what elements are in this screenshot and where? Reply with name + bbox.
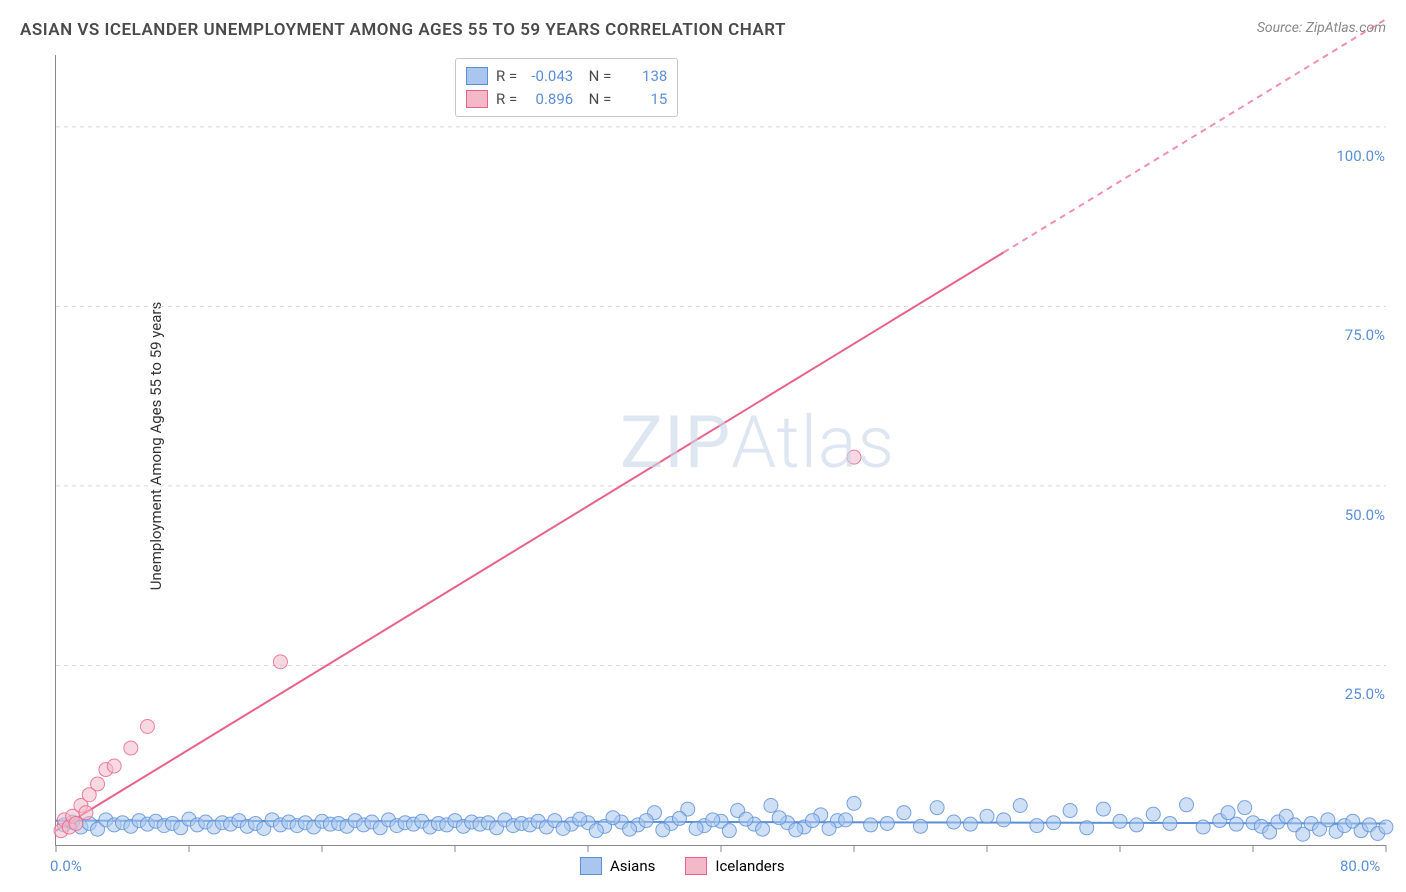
y-tick-label: 75.0% [1325,326,1385,344]
stats-n-label: N = [581,88,611,111]
legend-label: Icelanders [715,857,784,875]
legend: Asians Icelanders [580,857,785,875]
source-attribution: Source: ZipAtlas.com [1257,20,1386,36]
stats-row: R = -0.043 N = 138 [466,65,667,88]
stats-r-label: R = [496,88,517,111]
x-axis-max-label: 80.0% [1340,857,1380,875]
y-tick-label: 100.0% [1325,147,1385,165]
chart-svg [56,55,1386,845]
stats-r-value: -0.043 [525,65,573,88]
legend-item: Asians [580,857,655,875]
plot-area [55,55,1386,846]
stats-n-label: N = [581,65,611,88]
legend-label: Asians [610,857,655,875]
x-axis-min-label: 0.0% [50,857,82,875]
legend-swatch [580,857,602,875]
y-tick-label: 50.0% [1325,506,1385,524]
legend-item: Icelanders [685,857,784,875]
correlation-stats-box: R = -0.043 N = 138R = 0.896 N = 15 [455,58,678,117]
stats-n-value: 138 [619,65,667,88]
stats-r-label: R = [496,65,517,88]
chart-title: ASIAN VS ICELANDER UNEMPLOYMENT AMONG AG… [20,20,786,40]
y-tick-label: 25.0% [1325,685,1385,703]
series-swatch [466,67,488,85]
stats-n-value: 15 [619,88,667,111]
stats-row: R = 0.896 N = 15 [466,88,667,111]
series-swatch [466,90,488,108]
legend-swatch [685,857,707,875]
stats-r-value: 0.896 [525,88,573,111]
